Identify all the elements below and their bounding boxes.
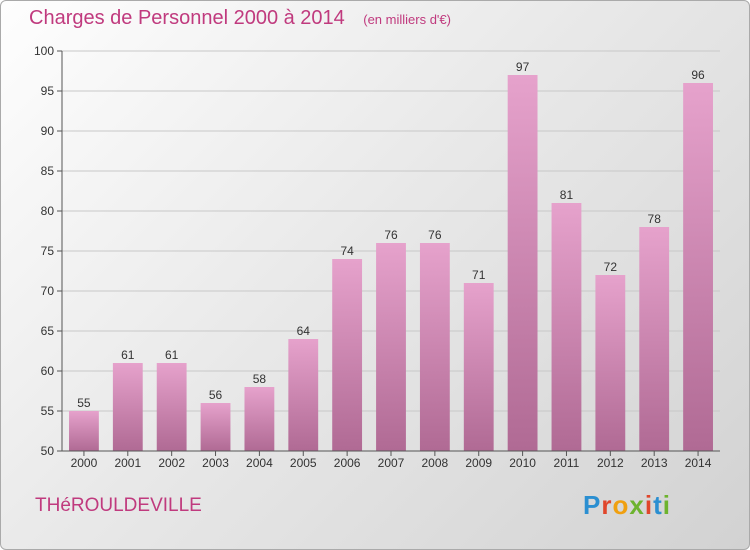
data-label: 74 xyxy=(340,244,354,258)
logo-letter: t xyxy=(653,490,663,520)
x-tick-label: 2005 xyxy=(290,456,317,470)
x-tick-label: 2013 xyxy=(641,456,668,470)
logo-letter: i xyxy=(662,490,671,520)
bar xyxy=(376,243,406,451)
data-label: 97 xyxy=(516,60,530,74)
data-label: 64 xyxy=(297,324,311,338)
logo-letter: P xyxy=(583,490,602,520)
bar xyxy=(551,203,582,451)
logo-letter: i xyxy=(644,490,654,520)
y-tick-label: 85 xyxy=(41,164,55,178)
bar xyxy=(463,283,494,451)
bar xyxy=(200,403,231,451)
x-tick-label: 2004 xyxy=(246,456,273,470)
data-label: 76 xyxy=(384,228,398,242)
data-label: 96 xyxy=(691,68,705,82)
data-label: 78 xyxy=(648,212,662,226)
proxiti-logo: Proxiti xyxy=(583,490,671,521)
bar xyxy=(332,259,363,451)
bar xyxy=(156,363,187,451)
x-tick-label: 2002 xyxy=(158,456,185,470)
y-tick-label: 95 xyxy=(41,84,55,98)
chart-title: Charges de Personnel 2000 à 2014 xyxy=(29,7,345,29)
logo-letter: r xyxy=(601,490,613,520)
bar xyxy=(419,243,450,451)
y-tick-label: 80 xyxy=(41,204,55,218)
x-tick-label: 2000 xyxy=(71,456,98,470)
data-label: 58 xyxy=(253,372,267,386)
title-row: Charges de Personnel 2000 à 2014 (en mil… xyxy=(29,7,451,30)
x-tick-label: 2012 xyxy=(597,456,624,470)
bar xyxy=(288,339,319,451)
data-label: 55 xyxy=(77,396,91,410)
data-label: 61 xyxy=(121,348,135,362)
data-label: 72 xyxy=(604,260,618,274)
data-label: 71 xyxy=(472,268,486,282)
y-tick-label: 75 xyxy=(41,244,55,258)
x-tick-label: 2011 xyxy=(554,456,580,470)
y-tick-label: 65 xyxy=(41,324,55,338)
x-tick-label: 2001 xyxy=(114,456,141,470)
x-tick-label: 2010 xyxy=(509,456,536,470)
bar xyxy=(112,363,143,451)
data-label: 81 xyxy=(560,188,574,202)
bar xyxy=(639,227,670,451)
x-tick-label: 2014 xyxy=(685,456,712,470)
logo-letter: o xyxy=(612,490,630,520)
y-tick-label: 100 xyxy=(34,44,54,58)
chart-subtitle: (en milliers d'€) xyxy=(363,12,451,27)
y-tick-label: 60 xyxy=(41,364,55,378)
y-tick-label: 70 xyxy=(41,284,55,298)
x-tick-label: 2008 xyxy=(422,456,449,470)
x-tick-label: 2003 xyxy=(202,456,229,470)
bar xyxy=(683,83,713,451)
bar xyxy=(69,411,99,451)
data-label: 76 xyxy=(428,228,442,242)
x-tick-label: 2009 xyxy=(465,456,492,470)
data-label: 61 xyxy=(165,348,179,362)
logo-letter: x xyxy=(629,490,645,520)
data-label: 56 xyxy=(209,388,223,402)
bar xyxy=(244,387,275,451)
y-tick-label: 55 xyxy=(41,404,55,418)
y-tick-label: 50 xyxy=(41,444,55,458)
town-name: THéROULDEVILLE xyxy=(35,495,202,516)
x-tick-label: 2006 xyxy=(334,456,361,470)
bar xyxy=(507,75,538,451)
y-tick-label: 90 xyxy=(41,124,55,138)
bar xyxy=(595,275,626,451)
x-tick-label: 2007 xyxy=(378,456,405,470)
